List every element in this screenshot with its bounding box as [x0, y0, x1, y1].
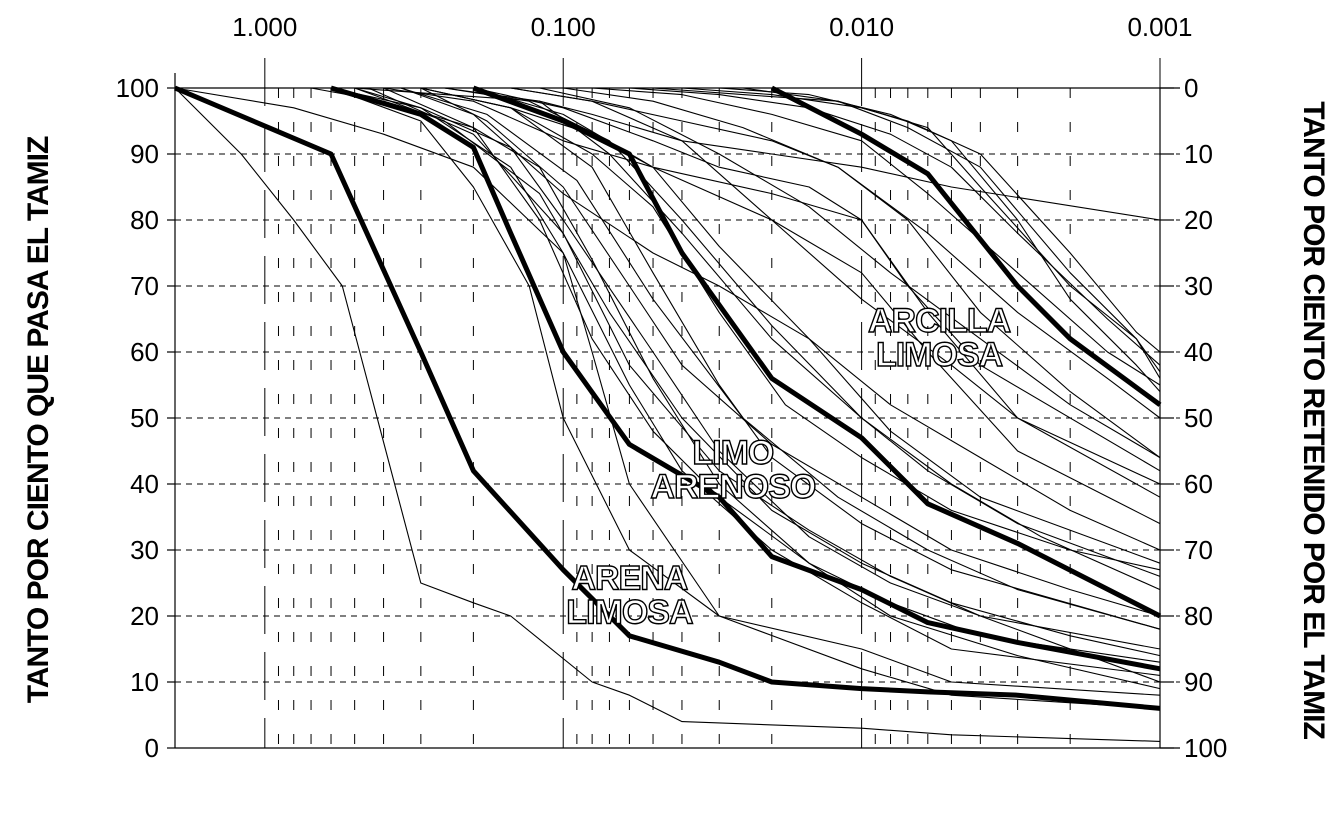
y-tick-label-right: 30	[1184, 271, 1213, 301]
y-tick-label-right: 70	[1184, 535, 1213, 565]
sample-curve	[354, 87, 1161, 221]
y-tick-label-right: 90	[1184, 667, 1213, 697]
y-tick-label-left: 50	[130, 403, 159, 433]
sample-curve	[444, 87, 1161, 591]
sample-curve	[330, 87, 1161, 696]
sample-curve	[510, 87, 1161, 485]
zone-label: LIMOSA	[876, 336, 1003, 374]
x-tick-label: 1.000	[232, 12, 297, 42]
y-tick-label-right: 50	[1184, 403, 1213, 433]
zone-label: LIMO	[692, 434, 774, 472]
sample-curve	[719, 87, 1161, 392]
y-tick-label-left: 30	[130, 535, 159, 565]
y-tick-label-left: 70	[130, 271, 159, 301]
y-tick-label-right: 0	[1184, 73, 1198, 103]
sample-curve	[368, 87, 1161, 683]
y-axis-label-right: TANTO POR CIENTO RETENIDO POR EL TAMIZ	[1297, 101, 1330, 739]
envelope-curve	[330, 85, 1161, 672]
y-tick-label-left: 20	[130, 601, 159, 631]
zone-label: ARENA	[571, 560, 687, 598]
sample-curve	[539, 87, 1161, 459]
zone-label: ARENOSO	[650, 468, 815, 506]
x-tick-label: 0.100	[531, 12, 596, 42]
x-tick-label: 0.001	[1127, 12, 1192, 42]
sample-curve	[420, 87, 1161, 630]
sample-curve	[330, 87, 1161, 650]
sample-curve	[383, 87, 1161, 472]
sample-curve	[383, 87, 1161, 663]
sample-curve	[592, 87, 1161, 386]
y-tick-label-right: 100	[1184, 733, 1227, 763]
y-tick-label-left: 90	[130, 139, 159, 169]
y-tick-label-left: 40	[130, 469, 159, 499]
y-tick-label-right: 60	[1184, 469, 1213, 499]
sample-curve	[420, 87, 1161, 525]
sample-curve	[400, 87, 1161, 630]
series-lines	[174, 85, 1162, 742]
sample-curve	[174, 87, 1161, 742]
y-tick-label-left: 0	[145, 733, 159, 763]
zone-label: ARCILLA	[868, 302, 1011, 340]
sample-curve	[310, 87, 1161, 690]
y-axis-label-left: TANTO POR CIENTO QUE PASA EL TAMIZ	[22, 136, 55, 703]
y-tick-label-right: 10	[1184, 139, 1213, 169]
sample-curve	[563, 87, 1161, 419]
y-tick-label-left: 100	[116, 73, 159, 103]
y-tick-label-right: 20	[1184, 205, 1213, 235]
sample-curve	[420, 87, 1161, 617]
sample-curve	[400, 87, 1161, 564]
y-tick-label-right: 40	[1184, 337, 1213, 367]
y-tick-label-left: 60	[130, 337, 159, 367]
x-tick-label: 0.010	[829, 12, 894, 42]
sample-curve	[444, 87, 1161, 577]
tick-labels: 0102030405060708090100100908070605040302…	[116, 12, 1228, 763]
zone-label: LIMOSA	[566, 594, 693, 632]
envelope-curve	[770, 85, 1162, 407]
sample-curve	[629, 87, 1161, 366]
sample-curve	[742, 87, 1161, 379]
sample-curve	[354, 87, 1161, 657]
sample-curve	[510, 87, 1161, 459]
y-tick-label-right: 80	[1184, 601, 1213, 631]
sample-curve	[473, 87, 1161, 498]
y-tick-label-left: 10	[130, 667, 159, 697]
sample-curve	[681, 87, 1161, 373]
sample-curve	[420, 87, 1161, 571]
y-tick-label-left: 80	[130, 205, 159, 235]
sample-curve	[174, 87, 1161, 709]
